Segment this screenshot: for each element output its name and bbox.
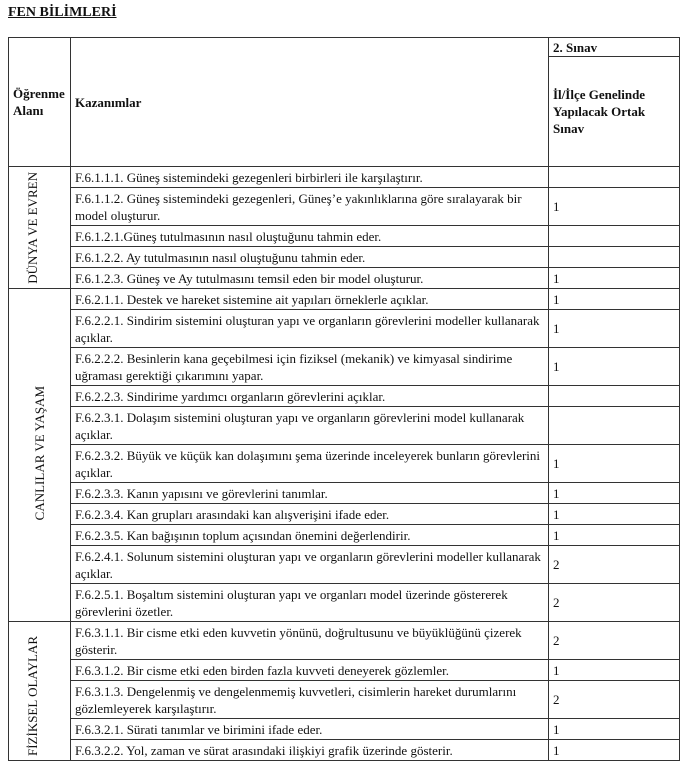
outcomes-table: Öğrenme Alanı Kazanımlar 2. Sınav İl/İlç…: [8, 37, 680, 761]
table-row: F.6.2.4.1. Solunum sistemini oluşturan y…: [9, 545, 680, 584]
table-row: F.6.1.1.2. Güneş sistemindeki gezegenler…: [9, 187, 680, 226]
table-row: F.6.2.3.1. Dolaşım sistemini oluşturan y…: [9, 406, 680, 445]
table-row: FİZİKSEL OLAYLAR F.6.3.1.1. Bir cisme etk…: [8, 621, 680, 761]
table-row: F.6.3.1.3. Dengelenmiş ve dengelenmemiş …: [9, 680, 680, 719]
exam-question-count: 1: [548, 444, 680, 483]
exam-question-count: 1: [548, 739, 680, 761]
table-row: CANLILAR VE YAŞAM F.6.2.1.1. Destek ve ha…: [8, 288, 680, 622]
exam-question-count: 2: [548, 680, 680, 719]
outcome-text: F.6.2.3.2. Büyük ve küçük kan dolaşımını…: [70, 444, 549, 483]
outcome-text: F.6.3.1.2. Bir cisme etki eden birden fa…: [70, 659, 549, 681]
table-row: F.6.1.2.2. Ay tutulmasının nasıl oluştuğ…: [9, 246, 680, 268]
table-row: F.6.2.3.3. Kanın yapısını ve görevlerini…: [9, 482, 680, 504]
table-row: F.6.2.2.3. Sindirime yardımcı organların…: [9, 385, 680, 407]
page-title: FEN BİLİMLERİ: [8, 5, 117, 20]
table-row: F.6.2.2.2. Besinlerin kana geçebilmesi i…: [9, 347, 680, 386]
exam-question-count: 2: [548, 545, 680, 584]
outcome-text: F.6.2.3.5. Kan bağışının toplum açısında…: [70, 524, 549, 546]
exam-question-count: 1: [548, 659, 680, 681]
exam-question-count: [548, 385, 680, 407]
exam-question-count: 1: [548, 503, 680, 525]
outcome-text: F.6.1.2.2. Ay tutulmasının nasıl oluştuğ…: [70, 246, 549, 268]
outcome-text: F.6.2.5.1. Boşaltım sistemini oluşturan …: [70, 583, 549, 622]
table-row: F.6.2.3.2. Büyük ve küçük kan dolaşımını…: [9, 444, 680, 483]
outcome-text: F.6.2.3.4. Kan grupları arasındaki kan a…: [70, 503, 549, 525]
table-row: F.6.2.3.5. Kan bağışının toplum açısında…: [9, 524, 680, 546]
outcome-text: F.6.1.1.2. Güneş sistemindeki gezegenler…: [70, 187, 549, 226]
exam-question-count: [548, 225, 680, 247]
exam-question-count: [548, 246, 680, 268]
outcome-text: F.6.3.2.2. Yol, zaman ve sürat arasındak…: [70, 739, 549, 761]
exam-question-count: 1: [548, 718, 680, 740]
header-outcomes: Kazanımlar: [70, 37, 549, 167]
outcome-text: F.6.1.2.3. Güneş ve Ay tutulmasını temsi…: [70, 267, 549, 289]
outcome-text: F.6.3.1.1. Bir cisme etki eden kuvvetin …: [70, 621, 549, 660]
table-row: F.6.1.2.1.Güneş tutulmasının nasıl oluşt…: [9, 225, 680, 247]
table-body: DÜNYA VE EVREN F.6.1.1.1. Güneş sistemind…: [8, 166, 680, 761]
outcome-text: F.6.2.2.2. Besinlerin kana geçebilmesi i…: [70, 347, 549, 386]
exam-question-count: 1: [548, 267, 680, 289]
table-row: F.6.3.2.1. Sürati tanımlar ve birimini i…: [9, 718, 680, 740]
header-exam: 2. Sınav: [548, 37, 680, 57]
learning-area-cell: DÜNYA VE EVREN: [8, 166, 71, 289]
exam-question-count: 2: [548, 621, 680, 660]
learning-area-label: CANLILAR VE YAŞAM: [32, 385, 47, 521]
outcome-text: F.6.3.1.3. Dengelenmiş ve dengelenmemiş …: [70, 680, 549, 719]
exam-question-count: 1: [548, 187, 680, 226]
outcome-text: F.6.3.2.1. Sürati tanımlar ve birimini i…: [70, 718, 549, 740]
exam-question-count: 1: [548, 524, 680, 546]
outcome-text: F.6.1.2.1.Güneş tutulmasının nasıl oluşt…: [70, 225, 549, 247]
table-row: F.6.2.2.1. Sindirim sistemini oluşturan …: [9, 309, 680, 348]
exam-question-count: 1: [548, 309, 680, 348]
outcome-text: F.6.2.1.1. Destek ve hareket sistemine a…: [70, 288, 549, 310]
table-row: F.6.2.3.4. Kan grupları arasındaki kan a…: [9, 503, 680, 525]
exam-question-count: 1: [548, 288, 680, 310]
outcome-text: F.6.1.1.1. Güneş sistemindeki gezegenler…: [70, 166, 549, 188]
outcome-text: F.6.2.3.3. Kanın yapısını ve görevlerini…: [70, 482, 549, 504]
learning-area-cell: FİZİKSEL OLAYLAR: [8, 621, 71, 761]
header-exam-sub: İl/İlçe Genelinde Yapılacak Ortak Sınav: [548, 56, 680, 167]
exam-question-count: [548, 406, 680, 445]
exam-question-count: 2: [548, 583, 680, 622]
exam-question-count: 1: [548, 482, 680, 504]
learning-area-label: FİZİKSEL OLAYLAR: [24, 635, 40, 756]
exam-question-count: 1: [548, 347, 680, 386]
learning-area-cell: CANLILAR VE YAŞAM: [8, 288, 71, 622]
table-row: F.6.3.2.2. Yol, zaman ve sürat arasındak…: [9, 739, 680, 761]
outcome-text: F.6.2.2.1. Sindirim sistemini oluşturan …: [70, 309, 549, 348]
table-row: F.6.2.5.1. Boşaltım sistemini oluşturan …: [9, 583, 680, 622]
outcome-text: F.6.2.3.1. Dolaşım sistemini oluşturan y…: [70, 406, 549, 445]
header-learning-area: Öğrenme Alanı: [8, 37, 71, 167]
table-row: F.6.3.1.2. Bir cisme etki eden birden fa…: [9, 659, 680, 681]
exam-question-count: [548, 166, 680, 188]
outcome-text: F.6.2.4.1. Solunum sistemini oluşturan y…: [70, 545, 549, 584]
table-row: DÜNYA VE EVREN F.6.1.1.1. Güneş sistemind…: [8, 166, 680, 289]
learning-area-label: DÜNYA VE EVREN: [24, 172, 40, 284]
table-row: F.6.1.2.3. Güneş ve Ay tutulmasını temsi…: [9, 267, 680, 289]
outcome-text: F.6.2.2.3. Sindirime yardımcı organların…: [70, 385, 549, 407]
